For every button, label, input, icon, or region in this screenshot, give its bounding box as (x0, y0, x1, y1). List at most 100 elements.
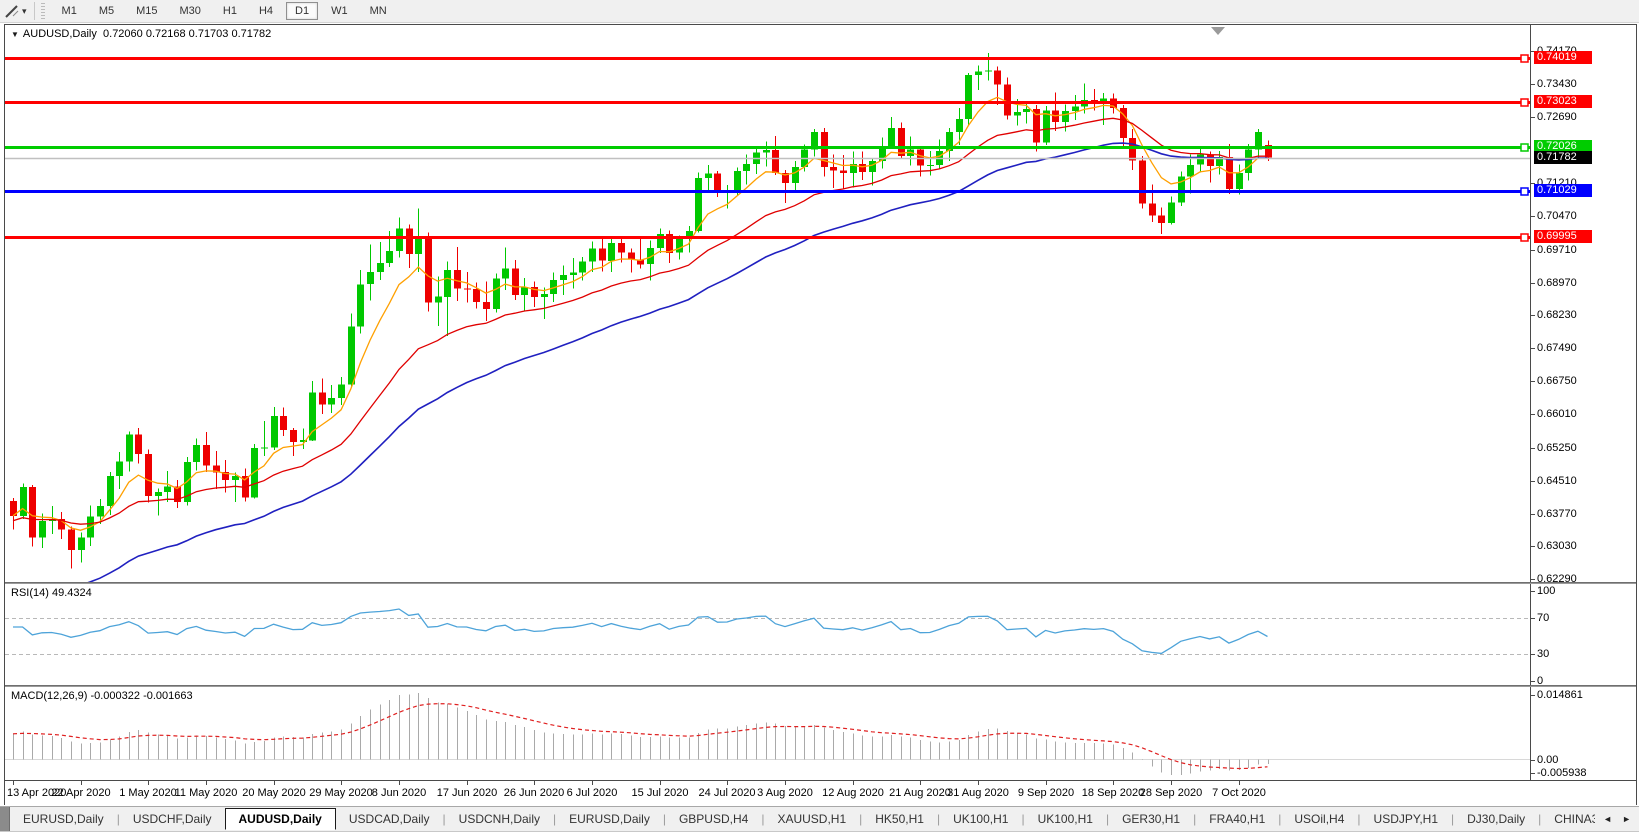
y-axis-tick-mark (1531, 51, 1535, 52)
chart-tab-audusd-daily[interactable]: AUDUSD,Daily (224, 808, 336, 830)
date-tick-mark (1171, 781, 1172, 785)
scroll-right-icon[interactable]: ► (1622, 814, 1631, 824)
tab-scroll-arrows: ◄ ► (1595, 807, 1639, 831)
price-badge: 0.74019 (1534, 51, 1592, 64)
draw-tool-icon[interactable] (2, 2, 22, 20)
y-axis-tick-label: 0.68230 (1537, 309, 1577, 321)
date-tick-mark (341, 781, 342, 785)
chart-tab-fra40-h1[interactable]: FRA40,H1 (1209, 812, 1266, 826)
y-axis-tick-label: 0.63030 (1537, 540, 1577, 552)
macd-panel[interactable]: MACD(12,26,9) -0.000322 -0.001663 0.0148… (5, 687, 1636, 780)
price-badge: 0.71782 (1534, 151, 1592, 164)
timeframe-button-d1[interactable]: D1 (286, 2, 319, 20)
rsi-axis[interactable]: 100 70 30 0 (1530, 584, 1636, 687)
y-axis-tick-label: 0.63770 (1537, 508, 1577, 520)
timeframe-button-w1[interactable]: W1 (331, 5, 348, 17)
chart-tab-ger30-h1[interactable]: GER30,H1 (1122, 812, 1181, 826)
chart-tabbar: EURUSD,Daily | USDCHF,Daily AUDUSD,Daily USD… (0, 806, 1639, 832)
y-axis-tick-mark (1531, 481, 1535, 482)
y-axis-tick-mark (1531, 546, 1535, 547)
date-tick-mark (1113, 781, 1114, 785)
date-tick-mark (148, 781, 149, 785)
toolbar-grip[interactable] (40, 3, 45, 19)
chart-tab-usdjpy-h1[interactable]: USDJPY,H1 (1373, 812, 1439, 826)
tab-separator: | (1357, 812, 1361, 826)
rsi-title: RSI(14) 49.4324 (11, 587, 92, 599)
macd-tick-mark (1531, 773, 1535, 774)
chart-tab-eurusd-daily[interactable]: EURUSD,Daily (23, 812, 104, 826)
macd-plot (5, 693, 1531, 775)
chart-window: ▼ AUDUSD,Daily 0.72060 0.72168 0.71703 0.… (4, 24, 1637, 805)
tab-separator: | (1021, 812, 1025, 826)
y-axis-tick-mark (1531, 348, 1535, 349)
chart-ohlc-values: 0.72060 0.72168 0.71703 0.71782 (103, 28, 272, 40)
rsi-tick-label: 100 (1537, 585, 1556, 597)
date-label: 9 Sep 2020 (1017, 787, 1075, 799)
y-axis-tick-mark (1531, 250, 1535, 251)
date-tick-mark (206, 781, 207, 785)
date-label: 28 Sep 2020 (1139, 787, 1203, 799)
date-label: 3 Aug 2020 (757, 787, 813, 799)
chart-tab-china300-h1[interactable]: CHINA300,H1 (1554, 812, 1596, 826)
price-badge: 0.71029 (1534, 184, 1592, 197)
chart-tab-usdcad-daily[interactable]: USDCAD,Daily (348, 812, 430, 826)
chart-tab-usdchf-daily[interactable]: USDCHF,Daily (132, 812, 212, 826)
y-axis-tick-mark (1531, 579, 1535, 580)
chart-tab-usdcnh-daily[interactable]: USDCNH,Daily (458, 812, 541, 826)
date-label: 22 Apr 2020 (51, 787, 111, 799)
date-label: 11 May 2020 (174, 787, 238, 799)
timeframe-button-h1[interactable]: H1 (222, 5, 237, 17)
date-tick-mark (81, 781, 82, 785)
y-axis-tick-mark (1531, 216, 1535, 217)
panel-splitter[interactable] (5, 582, 1636, 584)
timeframe-button-h4[interactable]: H4 (258, 5, 274, 17)
chart-tab-dj30-daily[interactable]: DJ30,Daily (1467, 812, 1526, 826)
y-axis-tick-mark (1531, 414, 1535, 415)
macd-tick-label: 0.00 (1537, 753, 1559, 766)
y-axis-tick-mark (1531, 84, 1535, 85)
tab-separator: | (1538, 812, 1542, 826)
macd-tick-mark (1531, 759, 1535, 761)
tabbar-corner (0, 807, 10, 831)
date-label: 7 Oct 2020 (1212, 787, 1266, 799)
chart-tab-xauusd-h1[interactable]: XAUUSD,H1 (777, 812, 847, 826)
tab-separator: | (116, 812, 120, 826)
chart-tab-uk100-h1[interactable]: UK100,H1 (1037, 812, 1093, 826)
chart-title: ▼ AUDUSD,Daily 0.72060 0.72168 0.71703 0.… (11, 28, 271, 40)
chart-tab-usoil-h4[interactable]: USOil,H4 (1294, 812, 1345, 826)
chart-tab-gbpusd-h4[interactable]: GBPUSD,H4 (678, 812, 749, 826)
price-badge: 0.69995 (1534, 230, 1592, 243)
date-tick-mark (274, 781, 275, 785)
tab-separator: | (662, 812, 666, 826)
chart-tab-hk50-h1[interactable]: HK50,H1 (875, 812, 924, 826)
chevron-down-icon[interactable]: ▾ (22, 5, 27, 16)
date-label: 12 Aug 2020 (822, 787, 884, 799)
y-axis-tick-label: 0.73430 (1537, 78, 1577, 90)
timeframe-button-m15[interactable]: M15 (136, 5, 158, 17)
price-axis[interactable]: 0.741700.734300.726900.712100.704700.697… (1530, 25, 1636, 585)
date-label: 13 Apr 2020 (7, 787, 67, 799)
date-tick-mark (853, 781, 854, 785)
timeframe-button-m30[interactable]: M30 (179, 5, 201, 17)
timeframe-button-mn[interactable]: MN (369, 5, 387, 17)
main-chart-panel[interactable]: ▼ AUDUSD,Daily 0.72060 0.72168 0.71703 0.… (5, 25, 1636, 585)
timeframe-button-m1[interactable]: M1 (61, 5, 77, 17)
rsi-tick-mark (1531, 618, 1535, 619)
macd-axis[interactable]: 0.014861 0.00 -0.005938 (1530, 687, 1636, 780)
rsi-panel[interactable]: RSI(14) 49.4324 100 70 30 0 (5, 584, 1636, 687)
chart-tab-uk100-h1[interactable]: UK100,H1 (953, 812, 1009, 826)
chart-symbol-label: AUDUSD,Daily (22, 28, 97, 40)
rsi-plot (5, 608, 1531, 655)
scroll-left-icon[interactable]: ◄ (1603, 814, 1613, 824)
price-badge: 0.72026 (1534, 140, 1592, 153)
chart-tab-eurusd-daily[interactable]: EURUSD,Daily (569, 812, 650, 826)
date-label: 18 Sep 2020 (1081, 787, 1145, 799)
tab-separator: | (1278, 812, 1282, 826)
panel-splitter-2[interactable] (5, 685, 1636, 687)
collapse-chart-icon[interactable]: ▼ (11, 30, 19, 39)
tab-separator: | (1193, 812, 1197, 826)
date-axis[interactable]: 13 Apr 2020 22 Apr 2020 1 May 2020 11 May 2… (5, 780, 1636, 805)
timeframe-button-m5[interactable]: M5 (98, 5, 115, 17)
y-axis-tick-mark (1531, 448, 1535, 449)
date-label: 8 Jun 2020 (371, 787, 427, 799)
